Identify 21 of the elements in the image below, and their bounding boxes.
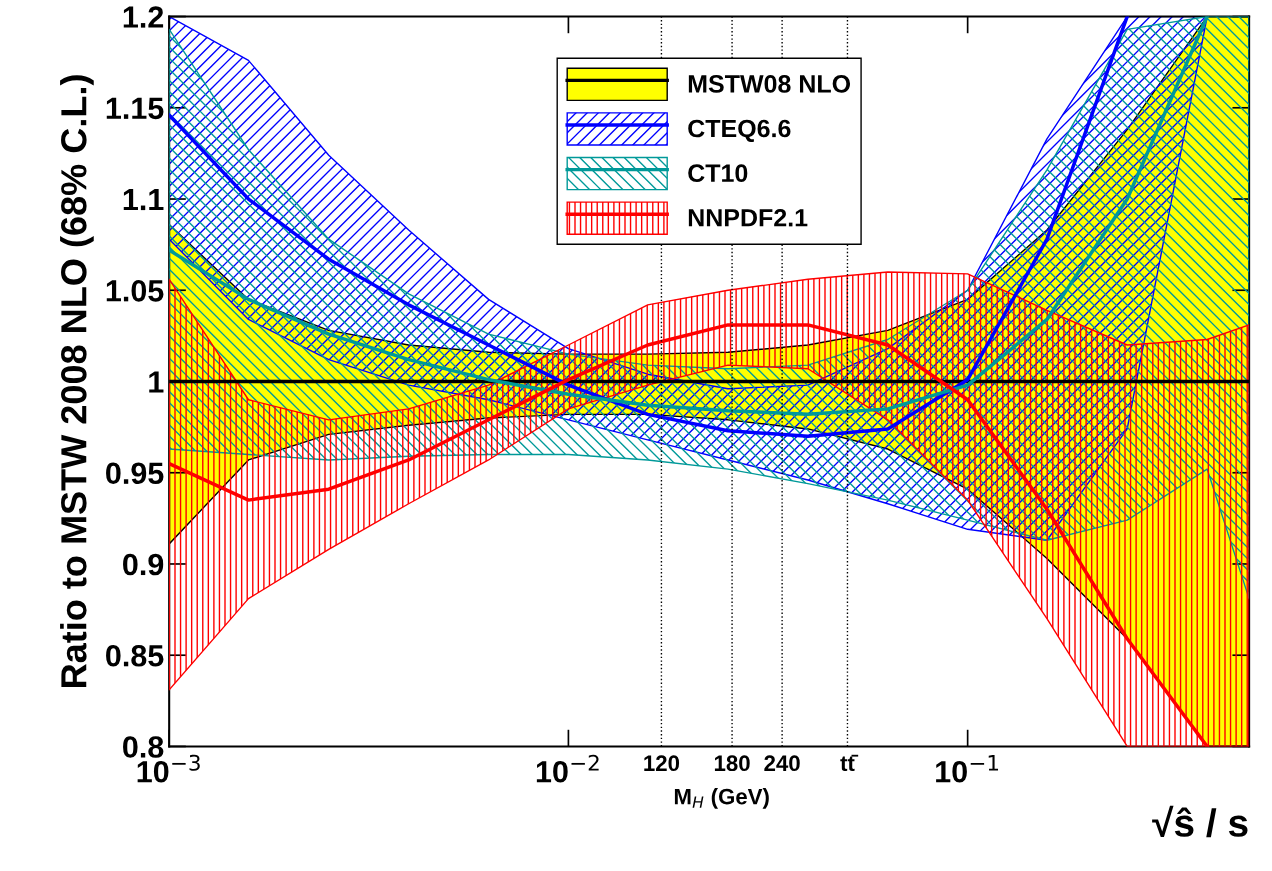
legend-label: MSTW08 NLO	[688, 75, 851, 93]
x-tick-label: 10$^{−1}$	[936, 754, 999, 783]
y-axis-title: Ratio to MSTW 2008 NLO (68% C.L.)	[60, 75, 94, 688]
legend-label: NNPDF2.1	[688, 208, 808, 227]
y-tick-label: 1.2	[123, 6, 164, 28]
y-tick-label: 1.15	[106, 97, 164, 120]
annotation: 240	[764, 755, 800, 772]
y-tick-label: 0.9	[123, 553, 164, 576]
y-tick-label: 0.95	[106, 462, 164, 485]
annotation: 180	[714, 755, 750, 772]
y-tick-label: 1	[149, 371, 164, 393]
legend-label: CTEQ6.6	[688, 119, 791, 143]
y-tick-label: 1.05	[106, 280, 164, 302]
annotation: tt̄	[840, 754, 859, 772]
x-tick-label: 10$^{−2}$	[536, 754, 599, 783]
x-axis-title: √ŝ / s	[1152, 805, 1248, 838]
annotation: 120	[644, 755, 680, 772]
y-tick-label: 1.1	[123, 189, 164, 211]
y-tick-label: 0.85	[106, 644, 164, 667]
text: M$_{H}$ (GeV)	[674, 788, 769, 809]
legend-label: CT10	[688, 164, 748, 182]
